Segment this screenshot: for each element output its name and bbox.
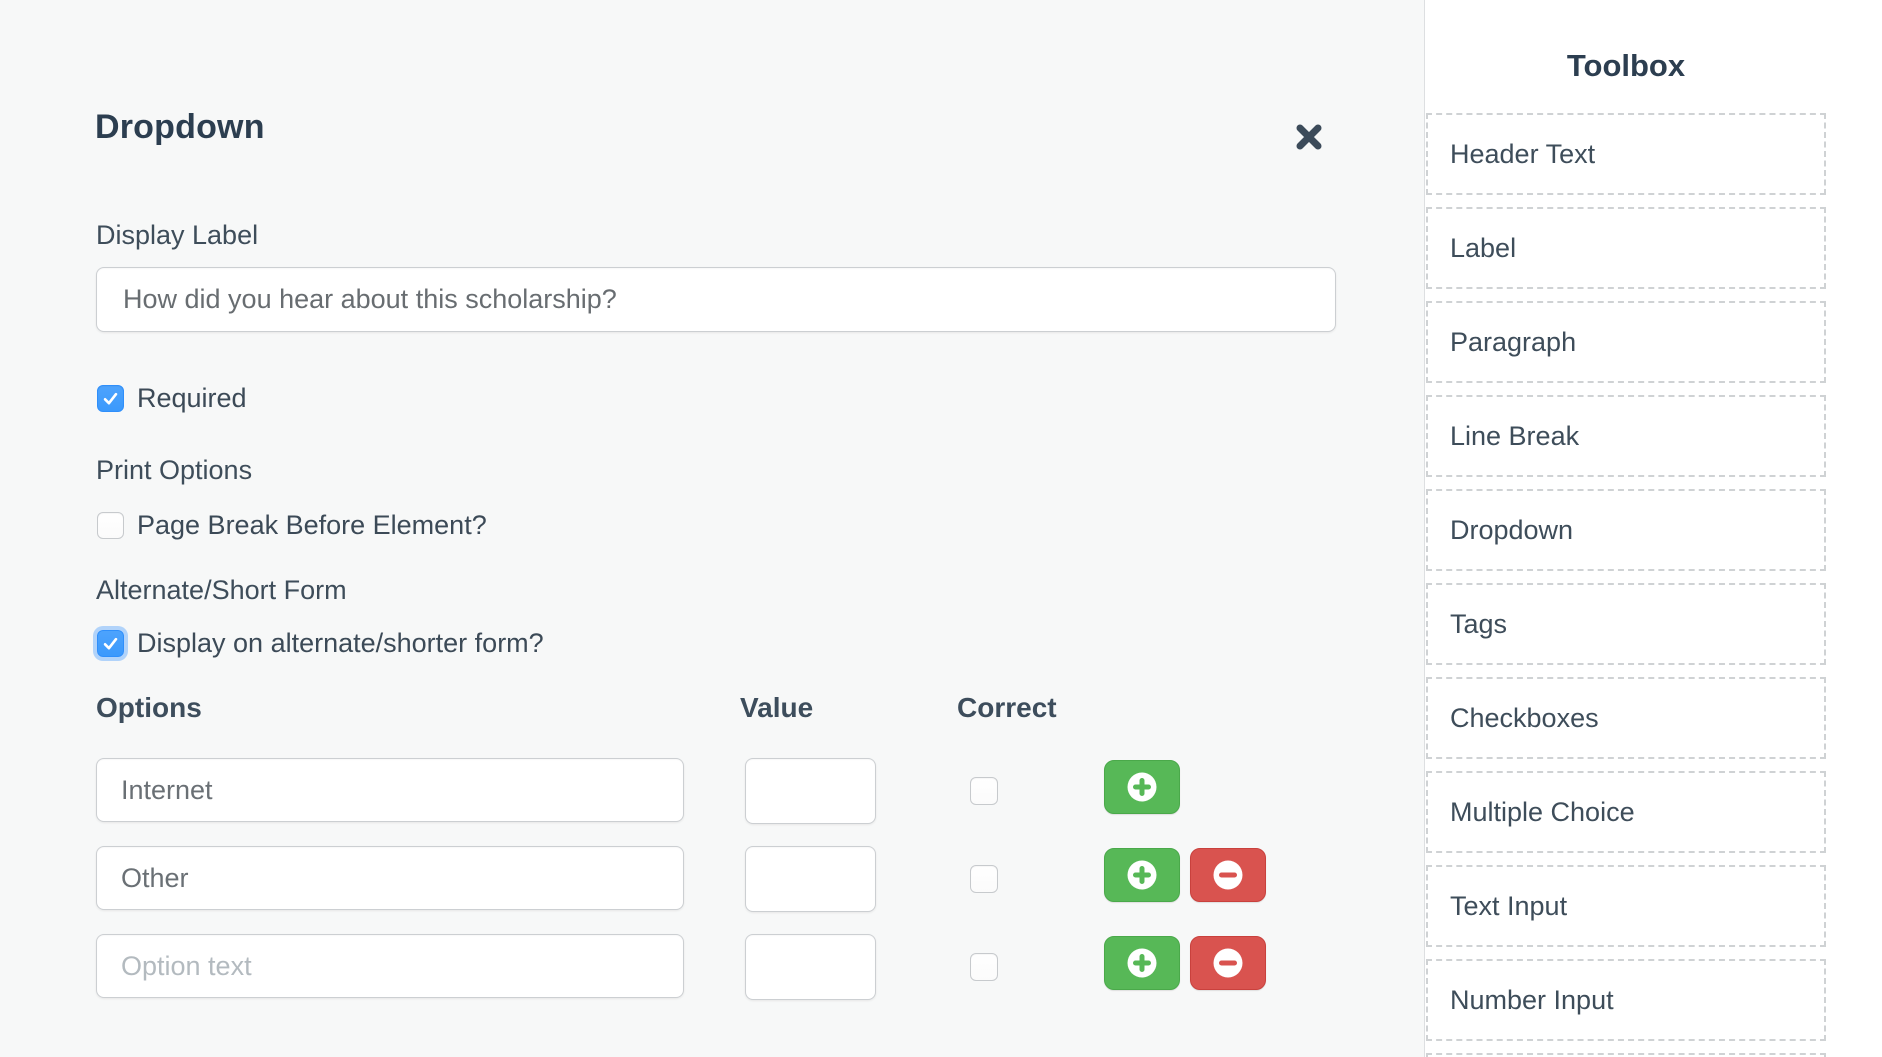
option-text-input[interactable] — [96, 846, 684, 910]
add-option-button[interactable] — [1104, 848, 1180, 902]
alternate-form-label: Display on alternate/shorter form? — [137, 628, 544, 658]
add-option-button[interactable] — [1104, 760, 1180, 814]
check-icon — [103, 392, 118, 405]
remove-option-button[interactable] — [1190, 936, 1266, 990]
alternate-form-heading: Alternate/Short Form — [96, 575, 347, 605]
option-correct-checkbox[interactable] — [970, 777, 998, 805]
option-value-input[interactable] — [745, 758, 876, 824]
add-option-button[interactable] — [1104, 936, 1180, 990]
option-text-input[interactable] — [96, 934, 684, 998]
option-text-input[interactable] — [96, 758, 684, 822]
toolbox-title: Toolbox — [1566, 48, 1686, 83]
required-checkbox[interactable] — [97, 385, 124, 412]
toolbox-item-label: Checkboxes — [1450, 702, 1599, 733]
toolbox-item-label: Multiple Choice — [1450, 796, 1635, 827]
required-label: Required — [137, 383, 247, 413]
toolbox-item-text-input[interactable]: Text Input — [1426, 865, 1826, 947]
correct-column-header: Correct — [957, 692, 1057, 723]
toolbox-item-label: Paragraph — [1450, 326, 1577, 357]
plus-circle-icon — [1127, 772, 1157, 802]
toolbox-item-label: Tags — [1450, 608, 1508, 639]
display-label-input[interactable] — [96, 267, 1336, 332]
toolbox-item-partial — [1426, 1053, 1826, 1057]
option-correct-checkbox[interactable] — [970, 953, 998, 981]
option-row — [0, 934, 1424, 1000]
alternate-form-checkbox[interactable] — [97, 630, 124, 657]
remove-option-button[interactable] — [1190, 848, 1266, 902]
print-options-heading: Print Options — [96, 455, 253, 485]
field-editor-panel: Dropdown Display Label Required Print Op… — [0, 108, 1424, 1000]
value-column-header: Value — [740, 692, 814, 723]
toolbox-item-label: Number Input — [1450, 984, 1614, 1015]
toolbox-sidebar: Toolbox Header Text Label Paragraph Line Br… — [1424, 0, 1882, 1057]
option-value-input[interactable] — [745, 934, 876, 1000]
page-break-checkbox[interactable] — [97, 512, 124, 539]
option-correct-checkbox[interactable] — [970, 865, 998, 893]
toolbox-item-label: Text Input — [1450, 890, 1568, 921]
option-value-input[interactable] — [745, 846, 876, 912]
display-label-heading: Display Label — [96, 220, 259, 250]
toolbox-item-label: Header Text — [1450, 138, 1596, 169]
toolbox-item-label[interactable]: Label — [1426, 207, 1826, 289]
plus-circle-icon — [1127, 948, 1157, 978]
page-break-row: Page Break Before Element? — [97, 510, 487, 541]
toolbox-item-multiple-choice[interactable]: Multiple Choice — [1426, 771, 1826, 853]
minus-circle-icon — [1213, 860, 1243, 890]
toolbox-items-container: Header Text Label Paragraph Line Break Dropd… — [1426, 113, 1826, 1057]
toolbox-item-number-input[interactable]: Number Input — [1426, 959, 1826, 1041]
toolbox-item-header-text[interactable]: Header Text — [1426, 113, 1826, 195]
check-icon — [103, 637, 118, 650]
close-icon — [1296, 124, 1322, 150]
plus-circle-icon — [1127, 860, 1157, 890]
toolbox-item-paragraph[interactable]: Paragraph — [1426, 301, 1826, 383]
options-column-header: Options — [96, 692, 202, 723]
option-row — [0, 846, 1424, 912]
toolbox-item-label: Line Break — [1450, 420, 1580, 451]
close-button[interactable] — [1288, 116, 1330, 158]
required-row: Required — [97, 383, 247, 414]
page-break-label: Page Break Before Element? — [137, 510, 487, 540]
toolbox-item-dropdown[interactable]: Dropdown — [1426, 489, 1826, 571]
toolbox-item-tags[interactable]: Tags — [1426, 583, 1826, 665]
panel-title: Dropdown — [95, 108, 265, 146]
toolbox-item-line-break[interactable]: Line Break — [1426, 395, 1826, 477]
toolbox-item-checkboxes[interactable]: Checkboxes — [1426, 677, 1826, 759]
toolbox-item-label: Label — [1450, 232, 1517, 263]
minus-circle-icon — [1213, 948, 1243, 978]
toolbox-item-label: Dropdown — [1450, 514, 1574, 545]
alternate-form-row: Display on alternate/shorter form? — [97, 628, 544, 659]
option-row — [0, 758, 1424, 824]
